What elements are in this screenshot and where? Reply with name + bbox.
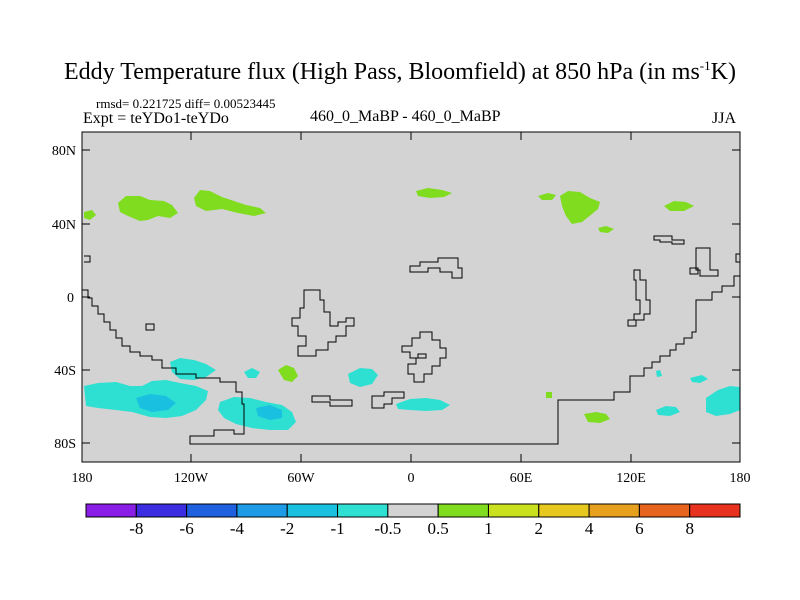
season-label: JJA	[712, 110, 737, 127]
coastline	[82, 275, 740, 445]
coastline	[371, 391, 405, 409]
green-patch	[194, 190, 266, 216]
colorbar-label: -4	[230, 519, 245, 538]
green-patch	[118, 196, 178, 221]
chart-title: Eddy Temperature flux (High Pass, Bloomf…	[0, 58, 800, 86]
blue-core	[136, 394, 176, 412]
colorbar-label: 1	[484, 519, 493, 538]
green-patch	[278, 365, 298, 382]
colorbar-swatch	[588, 503, 640, 518]
cyan-patch	[396, 398, 450, 411]
coastline	[291, 289, 355, 357]
colorbar-swatch	[236, 503, 288, 518]
lon-label: 0	[408, 471, 415, 486]
colorbar-label: 0.5	[428, 519, 449, 538]
title-main: Eddy Temperature flux (High Pass, Bloomf…	[64, 59, 700, 85]
comparison-label: 460_0_MaBP - 460_0_MaBP	[310, 108, 501, 125]
coastline	[84, 255, 91, 263]
green-patch	[584, 412, 610, 423]
cyan-patch	[706, 386, 740, 416]
green-patch	[560, 191, 600, 224]
colorbar-label: -6	[180, 519, 194, 538]
colorbar-swatch	[387, 503, 439, 518]
colorbar-swatch	[135, 503, 188, 518]
title-superscript: -1	[699, 58, 711, 73]
lon-label: 180	[72, 471, 93, 486]
coastline	[689, 267, 699, 275]
green-patch	[84, 210, 96, 220]
coastline	[653, 235, 685, 245]
latitude-labels: 80N 40N 0 40S 80S	[52, 144, 76, 452]
title-end: K)	[710, 59, 736, 85]
strong-negative-cores	[136, 394, 282, 420]
colorbar-label: -8	[129, 519, 143, 538]
colorbar-swatch	[286, 503, 339, 518]
coastline	[311, 395, 353, 407]
lat-label: 40N	[52, 218, 76, 233]
cyan-patch	[348, 368, 378, 387]
colorbar-label: 2	[535, 519, 544, 538]
colorbar-label: 8	[685, 519, 694, 538]
colorbar-swatch	[638, 503, 691, 518]
coastline	[409, 257, 463, 279]
green-patch	[546, 392, 552, 398]
coastline	[145, 323, 155, 331]
experiment-label: Expt = teYDo1-teYDo	[83, 110, 229, 127]
green-patch	[664, 201, 694, 211]
lon-label: 180	[730, 471, 751, 486]
cyan-patch	[218, 397, 296, 430]
colorbar-swatch	[538, 503, 590, 518]
colorbar-label: -1	[330, 519, 344, 538]
colorbar: -8 -6 -4 -2 -1 -0.5 0.5 1 2 4 6 8	[85, 503, 741, 538]
colorbar-swatch	[487, 503, 540, 518]
coastline	[695, 247, 719, 277]
positive-anomaly-patches	[84, 188, 694, 423]
longitude-labels: 180 120W 60W 0 60E 120E 180	[72, 471, 751, 486]
coastline	[627, 319, 637, 327]
lat-label: 80S	[54, 437, 76, 452]
lon-label: 120E	[616, 471, 646, 486]
coastline	[633, 269, 651, 321]
colorbar-label: -2	[280, 519, 294, 538]
lon-label: 120W	[174, 471, 209, 486]
colorbar-swatch	[186, 503, 238, 518]
cyan-patch	[656, 406, 680, 416]
colorbar-label: -0.5	[374, 519, 401, 538]
axis-ticks	[82, 132, 740, 462]
green-patch	[598, 226, 614, 233]
cyan-patch	[656, 370, 662, 377]
colorbar-swatch	[337, 503, 389, 518]
coastline	[401, 331, 447, 383]
lon-label: 60E	[510, 471, 533, 486]
green-patch	[538, 193, 556, 200]
colorbar-swatch	[689, 503, 741, 518]
lon-label: 60W	[287, 471, 315, 486]
negative-anomaly-patches	[84, 358, 740, 430]
stats-line: rmsd= 0.221725 diff= 0.00523445	[96, 96, 276, 111]
lat-label: 40S	[54, 364, 76, 379]
lat-label: 0	[67, 291, 74, 306]
colorbar-label: 6	[635, 519, 644, 538]
blue-core	[256, 405, 282, 420]
colorbar-label: 4	[585, 519, 594, 538]
colorbar-swatch	[85, 503, 137, 518]
green-patch	[416, 188, 452, 198]
cyan-patch	[690, 375, 708, 383]
cyan-patch	[244, 368, 260, 378]
lat-label: 80N	[52, 144, 76, 159]
colorbar-swatch	[437, 503, 489, 518]
land-outlines	[82, 235, 741, 445]
